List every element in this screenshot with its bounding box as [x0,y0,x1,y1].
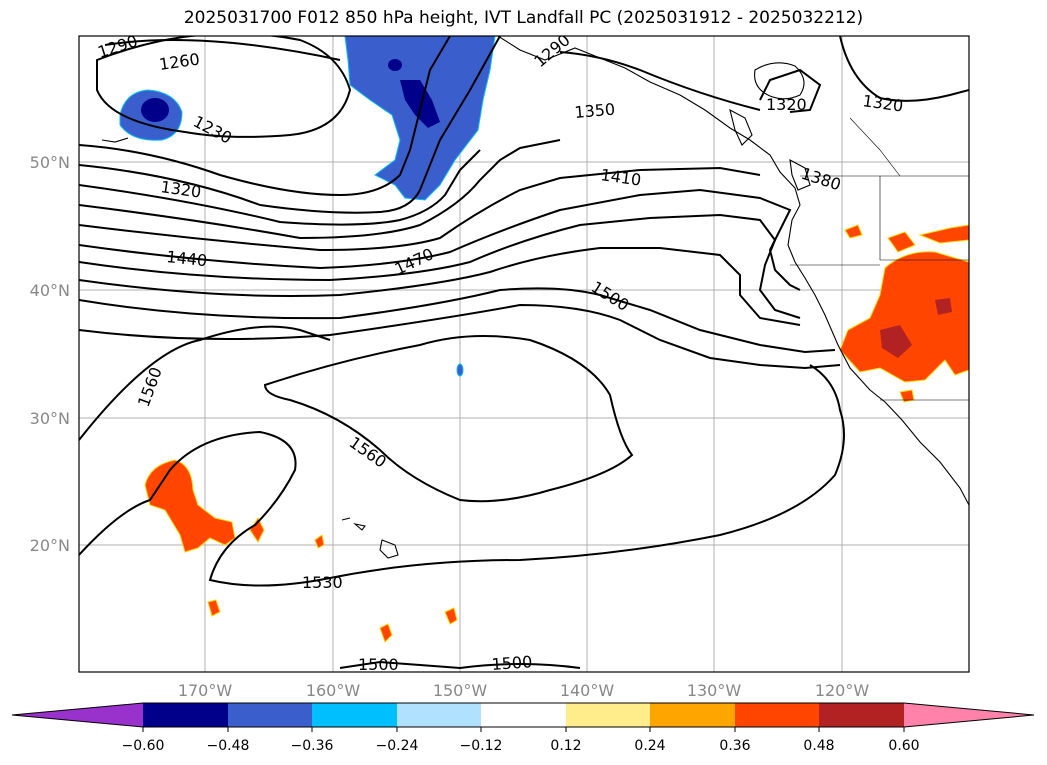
contour-label: 1320 [766,95,807,114]
lon-label: 160°W [306,681,361,700]
coastlines [101,36,969,559]
colorbar-segment [312,703,397,727]
negative-ivt-shading [119,36,496,377]
colorbar-tick-label: 0.24 [634,738,665,754]
colorbar-tick-label: 0.60 [888,738,919,754]
lat-label: 30°N [30,409,70,428]
colorbar-tick-label: 0.36 [719,738,750,754]
lat-label: 50°N [30,153,70,172]
height-contours [79,36,969,670]
political-borders [790,117,969,401]
lon-label: 120°W [815,681,870,700]
gridlines [79,36,969,672]
longitude-labels: 170°W 160°W 150°W 140°W 130°W 120°W [178,681,870,700]
colorbar-segment [566,703,650,727]
lon-label: 150°W [433,681,488,700]
colorbar-tick-label: −0.36 [291,738,334,754]
map-area [79,36,969,672]
colorbar-segment [397,703,481,727]
lat-label: 20°N [30,536,70,555]
lon-label: 130°W [687,681,742,700]
colorbar-tick-label: 0.12 [550,738,581,754]
colorbar-segment [819,703,904,727]
contour-label: 1530 [302,573,343,592]
lon-label: 140°W [560,681,615,700]
colorbar-tick-label: 0.48 [803,738,834,754]
latitude-labels: 50°N 40°N 30°N 20°N [30,153,70,555]
colorbar-segment [735,703,819,727]
contour-label: 1500 [491,652,533,674]
colorbar-tick-label: −0.48 [207,738,250,754]
colorbar-extend-low [12,703,143,727]
colorbar-segment [143,703,228,727]
colorbar-tick-label: −0.12 [460,738,503,754]
colorbar-segment [228,703,312,727]
colorbar-tick-label: −0.60 [122,738,165,754]
positive-ivt-shading [144,224,969,643]
map-frame [78,35,970,673]
colorbar-segment [481,703,566,727]
colorbar-segment [650,703,735,727]
lat-label: 40°N [30,281,70,300]
colorbar-tick-label: −0.24 [376,738,419,754]
colorbar-extend-high [904,703,1034,727]
lon-label: 170°W [178,681,233,700]
map-title: 2025031700 F012 850 hPa height, IVT Land… [183,8,864,28]
contour-label: 1500 [358,655,399,674]
contour-label: 1350 [574,100,616,122]
contour-label: 1440 [166,247,208,270]
colorbar: −0.60 −0.48 −0.36 −0.24 −0.12 0.12 0.24 … [11,702,1035,754]
